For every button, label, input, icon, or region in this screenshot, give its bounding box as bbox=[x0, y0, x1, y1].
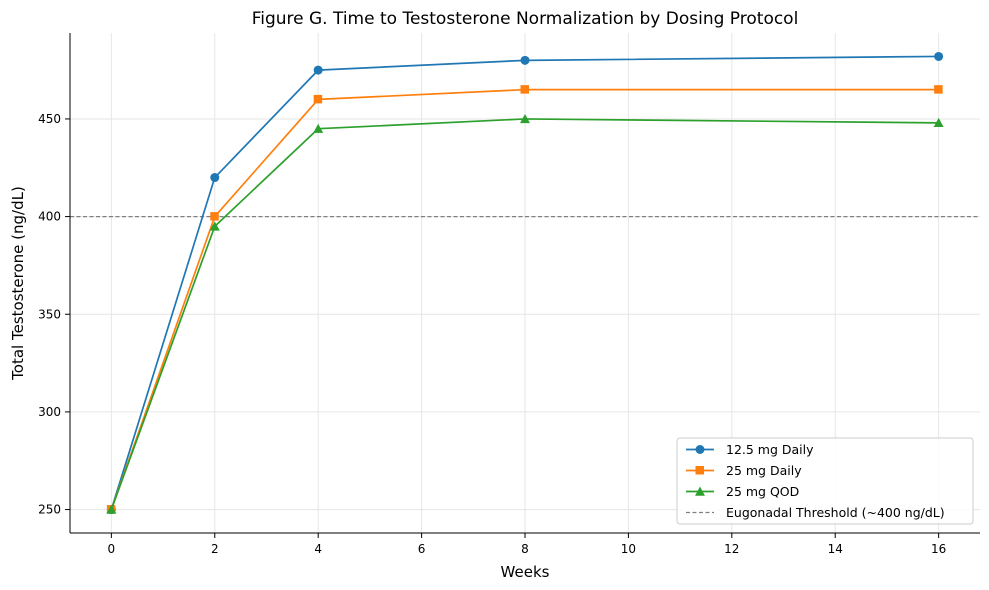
x-tick-label: 0 bbox=[108, 542, 116, 556]
series-layer bbox=[106, 51, 944, 515]
y-tick-label: 350 bbox=[38, 307, 61, 321]
legend-box bbox=[676, 437, 974, 525]
data-point bbox=[520, 113, 530, 124]
x-axis-label: Weeks bbox=[501, 563, 550, 581]
data-point bbox=[695, 486, 705, 496]
legend-entry: 25 mg QOD bbox=[686, 484, 799, 499]
data-point bbox=[210, 173, 220, 183]
y-ticks: 250 300 350 400 450 bbox=[38, 112, 70, 517]
legend-label: 25 mg Daily bbox=[726, 463, 802, 478]
x-tick-label: 2 bbox=[211, 542, 219, 556]
data-point bbox=[933, 117, 944, 128]
data-point bbox=[313, 65, 323, 75]
legend-label: Eugonadal Threshold (~400 ng/dL) bbox=[726, 505, 945, 520]
legend-entry: Eugonadal Threshold (~400 ng/dL) bbox=[686, 505, 945, 520]
data-point bbox=[210, 212, 219, 221]
data-point bbox=[934, 85, 943, 94]
legend-entry: 12.5 mg Daily bbox=[686, 442, 814, 457]
legend-label: 12.5 mg Daily bbox=[726, 442, 814, 457]
y-axis-label: Total Testosterone (ng/dL) bbox=[9, 186, 27, 381]
data-point bbox=[313, 123, 324, 133]
series-3 bbox=[106, 113, 944, 514]
chart-title: Figure G. Time to Testosterone Normaliza… bbox=[252, 9, 799, 29]
data-point bbox=[520, 85, 529, 94]
x-tick-label: 10 bbox=[621, 542, 636, 556]
x-tick-label: 8 bbox=[521, 542, 529, 556]
x-tick-label: 4 bbox=[314, 542, 322, 556]
data-point bbox=[313, 94, 323, 104]
legend: 12.5 mg Daily 25 mg Daily 25 mg QOD Eugonad… bbox=[676, 437, 974, 525]
x-ticks: 0 2 4 6 8 10 12 14 16 bbox=[108, 533, 946, 556]
data-point bbox=[934, 51, 944, 61]
x-tick-label: 14 bbox=[828, 542, 843, 556]
data-point bbox=[106, 504, 117, 514]
data-point bbox=[695, 466, 704, 475]
legend-label: 25 mg QOD bbox=[726, 484, 799, 499]
data-point bbox=[520, 55, 530, 65]
y-tick-label: 300 bbox=[38, 405, 61, 419]
data-point bbox=[695, 445, 705, 454]
data-point bbox=[209, 221, 220, 231]
x-tick-label: 16 bbox=[931, 542, 946, 556]
y-tick-label: 400 bbox=[38, 210, 61, 224]
x-tick-label: 12 bbox=[724, 542, 739, 556]
x-tick-label: 6 bbox=[418, 542, 426, 556]
y-tick-label: 450 bbox=[38, 112, 61, 126]
legend-entry: 25 mg Daily bbox=[686, 463, 802, 478]
y-tick-label: 250 bbox=[38, 503, 61, 517]
